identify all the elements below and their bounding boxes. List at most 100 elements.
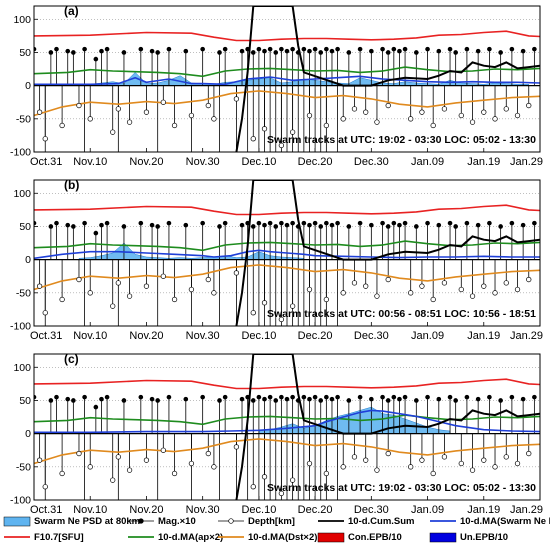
magnitude-marker xyxy=(357,220,363,226)
magnitude-marker xyxy=(149,222,155,228)
magnitude-marker xyxy=(312,220,318,226)
depth-marker xyxy=(306,112,313,119)
depth-marker xyxy=(526,276,532,283)
depth-marker xyxy=(323,470,330,477)
depth-marker xyxy=(458,286,464,293)
magnitude-marker xyxy=(82,394,87,400)
legend-label: Depth[km] xyxy=(248,516,295,527)
depth-marker xyxy=(110,303,116,309)
magnitude-marker xyxy=(245,46,250,52)
y-tick-label: -50 xyxy=(16,461,31,473)
depth-marker xyxy=(143,457,150,463)
magnitude-marker xyxy=(397,396,402,402)
magnitude-marker xyxy=(48,398,54,403)
depth-marker xyxy=(171,296,178,303)
magnitude-marker xyxy=(318,398,324,403)
magnitude-marker xyxy=(329,396,335,402)
magnitude-marker xyxy=(301,394,307,400)
depth-marker xyxy=(188,286,195,293)
magnitude-marker xyxy=(104,220,110,226)
panel-label: (c) xyxy=(64,352,79,366)
depth-marker xyxy=(441,454,448,460)
magnitude-marker xyxy=(93,230,99,236)
magnitude-marker xyxy=(166,394,172,400)
legend-item: 10-d.MA(ap×2) xyxy=(128,532,223,543)
panel-label: (a) xyxy=(64,4,79,18)
x-tick-label: Dec.10 xyxy=(241,156,276,168)
magnitude-marker xyxy=(65,222,71,228)
y-tick-label: -50 xyxy=(16,113,31,125)
magnitude-marker xyxy=(487,46,492,52)
legend-label: Con.EPB/10 xyxy=(348,532,402,543)
magnitude-marker xyxy=(54,46,59,52)
depth-marker xyxy=(419,457,425,463)
magnitude-marker xyxy=(307,222,312,228)
depth-marker xyxy=(363,283,369,289)
depth-marker xyxy=(233,96,240,102)
depth-marker xyxy=(87,290,93,296)
depth-marker xyxy=(374,119,380,125)
magnitude-marker xyxy=(295,50,301,55)
magnitude-marker xyxy=(498,50,503,55)
x-tick-label: Nov.30 xyxy=(186,504,220,516)
x-tick-label: Jan.29 xyxy=(510,504,543,516)
y-tick-label: 100 xyxy=(13,188,31,200)
magnitude-marker xyxy=(391,46,397,52)
depth-marker xyxy=(261,474,268,480)
magnitude-marker xyxy=(436,396,442,402)
x-tick-label: Dec.20 xyxy=(298,330,333,342)
depth-marker xyxy=(36,109,43,115)
magnitude-marker xyxy=(380,46,385,52)
series-line xyxy=(235,354,540,500)
depth-marker xyxy=(514,286,521,293)
magnitude-marker xyxy=(329,48,335,54)
magnitude-marker xyxy=(284,48,290,54)
y-tick-label: -50 xyxy=(16,287,31,299)
magnitude-marker xyxy=(307,48,312,54)
magnitude-marker xyxy=(475,396,481,402)
legend-item: Mag.×10 xyxy=(128,516,196,527)
depth-marker xyxy=(126,293,133,299)
magnitude-marker xyxy=(414,398,419,403)
depth-marker xyxy=(289,477,296,483)
depth-marker xyxy=(211,464,217,470)
series-line xyxy=(34,90,540,117)
magnitude-marker xyxy=(324,220,329,226)
x-tick-label: Dec.10 xyxy=(241,330,276,342)
magnitude-marker xyxy=(402,394,408,400)
y-tick-label: 0 xyxy=(25,428,31,440)
depth-marker xyxy=(250,136,256,142)
depth-marker xyxy=(408,116,414,122)
legend-label: F10.7[SFU] xyxy=(34,532,84,543)
magnitude-marker xyxy=(217,50,222,55)
series-line xyxy=(34,204,540,216)
magnitude-marker xyxy=(239,396,245,402)
depth-marker xyxy=(481,283,487,289)
depth-marker xyxy=(526,102,532,109)
legend-item: 10-d.MA(Dst×2) xyxy=(218,532,317,543)
magnitude-marker xyxy=(425,394,430,400)
depth-marker xyxy=(340,116,346,122)
panel-annotation: Swarm tracks at UTC: 19:02 - 03:30 LOC: … xyxy=(267,134,536,146)
series-line xyxy=(235,6,540,152)
depth-marker xyxy=(205,450,211,457)
magnitude-marker xyxy=(222,220,228,226)
legend-label: Swarm Ne PSD at 80km xyxy=(34,516,140,527)
legend-marker xyxy=(228,518,234,524)
magnitude-marker xyxy=(239,48,245,54)
magnitude-marker xyxy=(138,46,144,52)
x-tick-label: Oct.31 xyxy=(30,330,62,342)
series-line xyxy=(34,438,540,465)
depth-marker xyxy=(351,280,358,286)
magnitude-marker xyxy=(239,222,245,228)
depth-marker xyxy=(340,464,346,470)
magnitude-marker xyxy=(217,398,222,403)
depth-marker xyxy=(430,296,436,303)
magnitude-marker xyxy=(402,220,408,226)
magnitude-marker xyxy=(453,398,458,403)
magnitude-marker xyxy=(346,50,352,55)
magnitude-marker xyxy=(414,50,419,55)
depth-marker xyxy=(42,484,48,490)
magnitude-marker xyxy=(532,46,537,52)
